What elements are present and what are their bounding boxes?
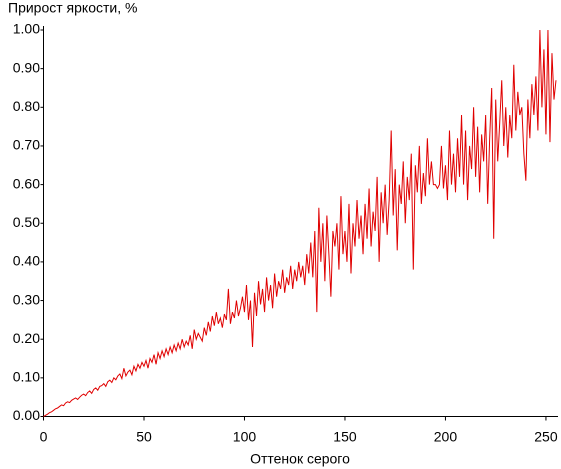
y-tick-label: 0.60 xyxy=(13,175,40,191)
y-tick-label: 0.20 xyxy=(13,330,40,346)
y-tick-label: 0.80 xyxy=(13,98,40,114)
x-tick-label: 200 xyxy=(434,429,458,445)
y-tick-label: 0.40 xyxy=(13,253,40,269)
y-tick-label: 0.70 xyxy=(13,137,40,153)
x-tick-label: 50 xyxy=(136,429,152,445)
y-tick-label: 0.50 xyxy=(13,214,40,230)
y-tick-label: 0.30 xyxy=(13,291,40,307)
data-line xyxy=(43,29,557,417)
chart-title: Прирост яркости, % xyxy=(8,0,137,16)
y-tick-label: 0.00 xyxy=(13,407,40,423)
y-tick-label: 0.90 xyxy=(13,59,40,75)
x-tick-label: 150 xyxy=(333,429,357,445)
x-tick-label: 100 xyxy=(233,429,257,445)
x-tick-label: 0 xyxy=(40,429,48,445)
x-axis-label: Оттенок серого xyxy=(250,451,350,467)
y-tick-label: 1.00 xyxy=(13,21,40,37)
x-tick-label: 250 xyxy=(534,429,558,445)
y-tick-label: 0.10 xyxy=(13,369,40,385)
